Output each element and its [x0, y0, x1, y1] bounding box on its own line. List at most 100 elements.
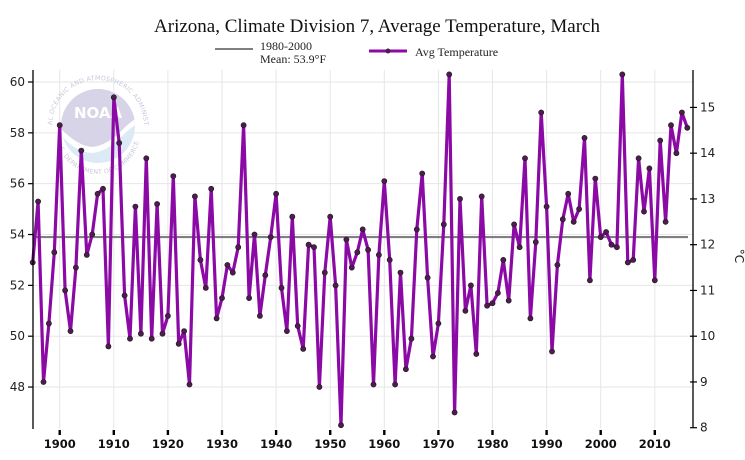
data-point — [662, 218, 669, 225]
avg-temperature-markers — [29, 71, 691, 429]
data-point — [587, 277, 593, 284]
data-point — [94, 190, 101, 197]
legend: 1980-2000 Mean: 53.9°F Avg Temperature — [215, 39, 498, 66]
data-point — [132, 203, 139, 210]
legend-entry-avg-temperature: Avg Temperature — [369, 45, 498, 59]
y-right-tick-label: 15 — [700, 100, 715, 114]
data-point — [354, 249, 361, 256]
data-point — [484, 302, 490, 309]
x-tick-label: 1990 — [531, 437, 563, 451]
data-point — [170, 173, 177, 179]
data-point — [365, 246, 371, 253]
data-point — [419, 170, 426, 177]
data-point — [219, 295, 225, 301]
data-point — [473, 351, 480, 357]
data-point — [516, 244, 523, 251]
y-right-tick-label: 12 — [700, 238, 715, 252]
x-tick-mark — [112, 430, 115, 435]
legend-mean-label-line2: Mean: 53.9°F — [260, 52, 326, 66]
data-point — [392, 381, 398, 388]
data-point — [440, 221, 447, 228]
data-point — [668, 122, 674, 129]
data-point — [597, 234, 604, 240]
y-right-tick-label: 11 — [700, 283, 715, 297]
noaa-logo-wave — [61, 118, 135, 153]
data-point — [446, 71, 453, 78]
data-point — [305, 241, 312, 248]
data-point — [121, 292, 128, 299]
y-tick-label: 48 — [10, 380, 25, 394]
data-point — [332, 282, 339, 289]
x-tick-mark — [653, 430, 656, 435]
data-point — [462, 307, 469, 314]
data-point — [684, 124, 691, 131]
data-point — [370, 381, 377, 388]
data-point — [235, 244, 242, 251]
data-point — [224, 262, 231, 268]
data-point — [240, 122, 247, 129]
data-point — [56, 122, 63, 129]
data-point — [143, 155, 150, 162]
y-axis-right-label: °C — [732, 249, 745, 263]
legend-mean-label-line1: 1980-2000 — [260, 39, 312, 53]
data-point — [603, 229, 609, 235]
x-tick-mark — [58, 430, 61, 435]
x-tick-label: 1940 — [260, 437, 292, 451]
x-tick-label: 1910 — [98, 437, 130, 451]
data-point — [359, 226, 366, 233]
data-point — [494, 290, 501, 296]
data-point — [208, 185, 215, 192]
data-point — [127, 335, 133, 342]
chart-title: Arizona, Climate Division 7, Average Tem… — [154, 16, 600, 37]
data-point — [154, 201, 160, 207]
data-point — [630, 256, 637, 263]
data-point — [46, 320, 52, 327]
y-tick-label: 58 — [10, 126, 25, 140]
data-point — [40, 379, 47, 385]
x-tick-mark — [383, 430, 386, 435]
x-ticks: 1900 1910 1920 1930 1940 1950 1960 1970 1980 1990… — [44, 430, 671, 451]
data-point — [267, 234, 274, 240]
data-point — [100, 185, 106, 192]
data-point — [538, 109, 545, 116]
data-point — [175, 340, 182, 347]
data-point — [402, 366, 409, 373]
data-point — [467, 282, 474, 289]
data-point — [381, 178, 388, 184]
y-right-tick-label: 10 — [700, 329, 715, 343]
data-point — [565, 190, 572, 197]
data-point — [311, 244, 317, 251]
y-right-tick-label: 13 — [700, 192, 715, 206]
data-point — [186, 381, 193, 388]
data-point — [246, 295, 252, 301]
data-point — [321, 269, 328, 276]
x-tick-label: 1970 — [422, 437, 454, 451]
data-point — [273, 190, 279, 197]
x-tick-label: 2010 — [639, 437, 671, 451]
data-point — [191, 193, 198, 200]
data-point — [110, 94, 117, 101]
data-point — [181, 328, 187, 334]
data-point — [457, 195, 463, 202]
data-point — [73, 264, 79, 271]
data-point — [614, 244, 620, 251]
data-point — [478, 193, 485, 200]
data-point — [511, 221, 517, 228]
data-point — [451, 409, 458, 416]
data-point — [635, 155, 642, 162]
data-point — [592, 175, 599, 182]
data-point — [554, 262, 561, 268]
y-right-tick-label: 14 — [700, 146, 715, 160]
data-point — [278, 284, 285, 291]
data-point — [505, 297, 512, 304]
data-point — [375, 251, 382, 258]
data-point — [213, 315, 220, 322]
x-tick-label: 1950 — [314, 437, 346, 451]
data-point — [316, 384, 323, 390]
data-point — [532, 239, 539, 245]
legend-avg-label: Avg Temperature — [415, 45, 498, 59]
x-tick-mark — [274, 430, 278, 435]
data-point — [559, 216, 566, 223]
x-tick-mark — [166, 430, 170, 435]
y-right-tick-label: 8 — [700, 421, 708, 435]
